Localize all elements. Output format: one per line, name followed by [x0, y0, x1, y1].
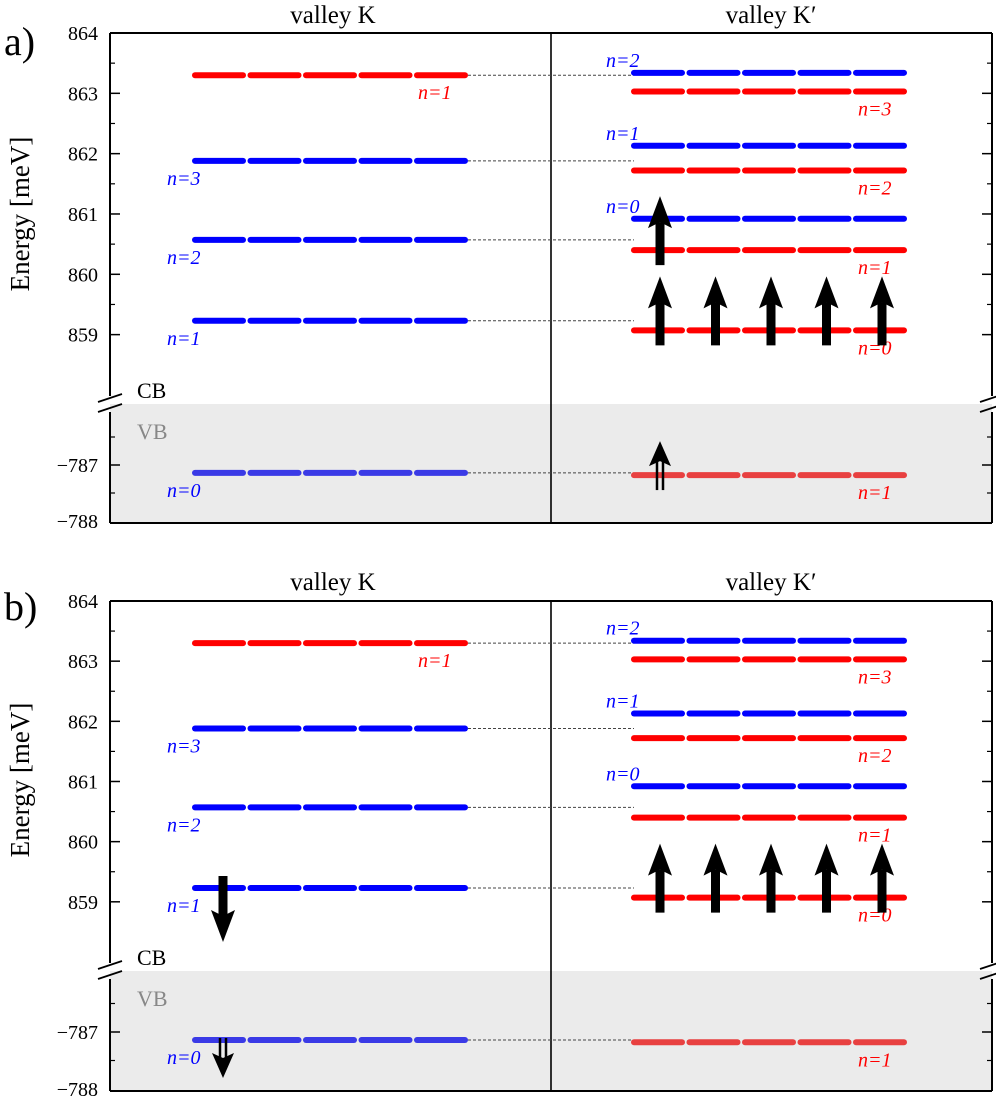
y-tick-label: 863 [68, 83, 98, 105]
y-tick-label: −788 [57, 1079, 98, 1101]
y-tick-label: 864 [68, 591, 98, 613]
spin-arrow-up-icon [648, 843, 894, 913]
y-tick-label: −788 [57, 511, 98, 533]
level-label: n=1 [167, 895, 201, 917]
arrow-head [870, 843, 894, 876]
y-tick-label: 860 [68, 832, 98, 854]
valley-kp-title: valley K′ [726, 569, 817, 596]
level-label: n=1 [606, 123, 640, 145]
panel-a: 864 863 862 861 860 859 −787 −788 a) Energy [meV]… [4, 2, 996, 533]
arrow-head [703, 276, 728, 309]
level-label: n=0 [606, 196, 640, 218]
level-label: n=3 [858, 99, 892, 121]
level-label: n=2 [167, 247, 201, 269]
valley-kp-title: valley K′ [726, 2, 817, 29]
arrow-head [814, 843, 839, 876]
y-tick-label: 861 [68, 771, 98, 793]
y-tick-label: 862 [68, 711, 98, 733]
arrow-head [814, 276, 839, 309]
y-tick-label: −787 [57, 1022, 98, 1044]
level-label: n=1 [418, 82, 452, 104]
y-tick-label: 859 [68, 892, 98, 914]
valley-k-title: valley K [290, 569, 375, 596]
level-label: n=1 [858, 1049, 892, 1071]
level-label: n=1 [167, 328, 201, 350]
axis-break-mark [97, 970, 123, 980]
level-label: n=1 [606, 691, 640, 713]
arrow-head [759, 843, 783, 876]
y-tick-label: 862 [68, 144, 98, 166]
level-label: n=3 [858, 666, 892, 688]
y-tick-label: 860 [68, 264, 98, 286]
arrow-head [870, 276, 894, 309]
y-tick-label: 859 [68, 325, 98, 347]
level-label: n=1 [858, 825, 892, 847]
y-tick-label: 861 [68, 204, 98, 226]
level-label: n=0 [167, 480, 201, 502]
vb-label: VB [137, 986, 168, 1011]
level-label: n=1 [418, 650, 452, 672]
axis-break-mark [97, 403, 123, 413]
spin-arrow-up-icon [649, 441, 671, 491]
axis-break-mark [979, 395, 996, 403]
cb-label: CB [137, 378, 166, 403]
arrow-head [648, 276, 672, 309]
spin-arrow-up-icon [648, 276, 894, 346]
cb-label: CB [137, 945, 166, 970]
arrow-head [703, 843, 728, 876]
level-label: n=0 [167, 1047, 201, 1069]
level-label: n=1 [858, 257, 892, 279]
arrow-head [648, 843, 672, 876]
axis-break-mark [97, 393, 123, 403]
level-label: n=2 [167, 814, 201, 836]
spin-arrow-down-icon [211, 875, 235, 942]
y-axis-label: Energy [meV] [5, 137, 35, 292]
valley-k-title: valley K [290, 2, 375, 29]
spin-arrow-up-icon [648, 196, 672, 266]
arrow-head [649, 441, 671, 467]
arrow-head [759, 276, 783, 309]
axis-break-mark [979, 405, 996, 413]
panel-tag: a) [4, 19, 35, 64]
vb-label: VB [137, 419, 168, 444]
panel-tag: b) [4, 584, 37, 629]
y-tick-label: 864 [68, 23, 98, 45]
panel-b: 864 863 862 861 860 859 −787 −788 b) Energy [meV]… [4, 569, 996, 1101]
level-label: n=1 [858, 482, 892, 504]
arrow-head [211, 909, 235, 942]
level-label: n=3 [167, 736, 201, 758]
y-tick-label: 863 [68, 651, 98, 673]
axis-break-mark [979, 962, 996, 970]
arrow-head [212, 1052, 234, 1078]
level-label: n=0 [606, 763, 640, 785]
level-label: n=3 [167, 168, 201, 190]
axis-break-mark [979, 972, 996, 980]
level-label: n=2 [606, 50, 640, 72]
axis-break-mark [97, 960, 123, 970]
level-label: n=2 [858, 178, 892, 200]
spin-arrow-down-icon [212, 1037, 234, 1078]
y-axis-label: Energy [meV] [5, 703, 35, 858]
level-label: n=2 [606, 618, 640, 640]
arrow-head [648, 196, 672, 229]
level-label: n=2 [858, 745, 892, 767]
y-tick-label: −787 [57, 455, 98, 477]
